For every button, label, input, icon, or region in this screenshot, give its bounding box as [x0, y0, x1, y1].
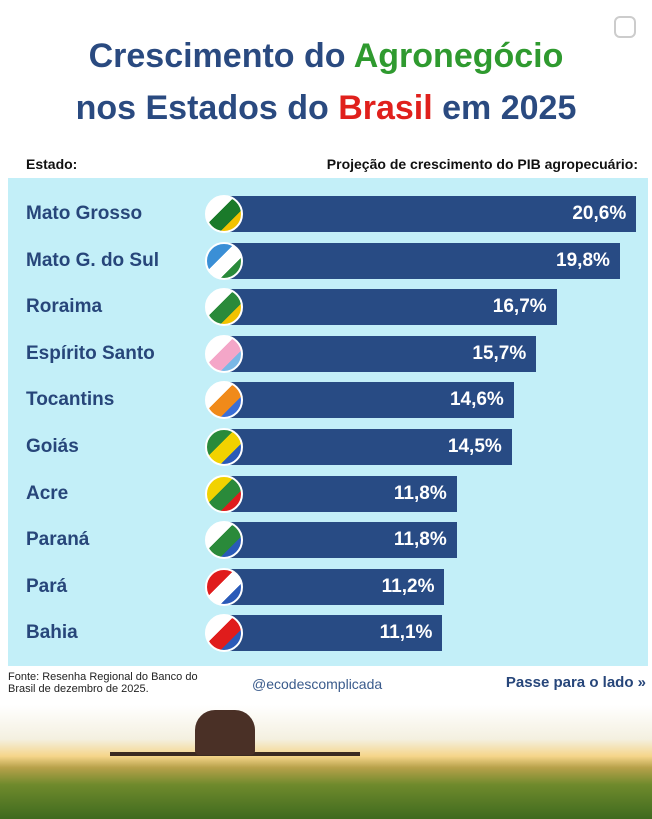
bar: 15,7% [221, 335, 537, 372]
state-flag-icon [205, 428, 243, 466]
state-flag-icon [205, 195, 243, 233]
state-flag-icon [205, 567, 243, 606]
bar: 11,8% [221, 522, 457, 559]
state-label: Goiás [26, 436, 79, 457]
bar: 16,7% [221, 289, 557, 326]
title-text: em 2025 [432, 89, 577, 127]
tractor [195, 710, 255, 755]
bar: 14,6% [221, 382, 514, 419]
state-label: Mato Grosso [26, 203, 143, 224]
social-handle: @ecodescomplicada [252, 676, 383, 692]
state-label: Espírito Santo [26, 342, 155, 364]
next-slide-link[interactable]: Passe para o lado » [505, 674, 646, 691]
title-highlight: Agronegócio [353, 37, 564, 75]
source-note: Fonte: Resenha Regional do Banco do Bras… [8, 671, 198, 695]
state-label: Mato G. do Sul [26, 249, 159, 271]
state-label: Acre [26, 482, 69, 504]
state-label: Pará [26, 575, 68, 597]
bar: 11,8% [221, 475, 457, 512]
instagram-icon [614, 16, 636, 38]
title-highlight: Brasil [338, 89, 433, 127]
bar: 20,6% [221, 196, 637, 232]
bar: 14,5% [221, 429, 512, 465]
page-title: Crescimento do Agronegócio nos Estados d… [0, 30, 652, 134]
bar: 19,8% [221, 242, 620, 279]
state-flag-icon [205, 334, 243, 373]
bar: 11,2% [221, 568, 445, 605]
state-flag-icon [205, 288, 243, 327]
farm-field-photo [0, 705, 652, 819]
bar: 11,1% [221, 615, 443, 652]
state-label: Tocantins [26, 389, 115, 411]
state-flag-icon [205, 381, 243, 420]
state-column-header: Estado: [26, 156, 78, 172]
title-text: nos Estados do [75, 89, 339, 127]
state-label: Bahia [26, 622, 78, 644]
state-flag-icon [205, 614, 243, 653]
title-text: Crescimento do [88, 37, 354, 75]
state-flag-icon [205, 521, 243, 560]
value-column-header: Projeção de crescimento do PIB agropecuá… [326, 156, 638, 172]
state-flag-icon [205, 241, 243, 280]
state-label: Roraima [26, 296, 103, 318]
state-flag-icon [205, 474, 243, 513]
state-label: Paraná [26, 529, 90, 551]
